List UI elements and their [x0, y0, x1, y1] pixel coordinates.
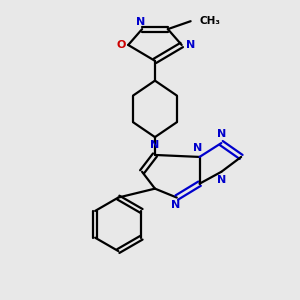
Text: N: N [217, 175, 226, 185]
Text: N: N [186, 40, 195, 50]
Text: N: N [171, 200, 180, 211]
Text: O: O [117, 40, 126, 50]
Text: N: N [193, 143, 202, 153]
Text: N: N [136, 17, 146, 27]
Text: N: N [150, 140, 160, 150]
Text: N: N [217, 129, 226, 139]
Text: CH₃: CH₃ [200, 16, 220, 26]
